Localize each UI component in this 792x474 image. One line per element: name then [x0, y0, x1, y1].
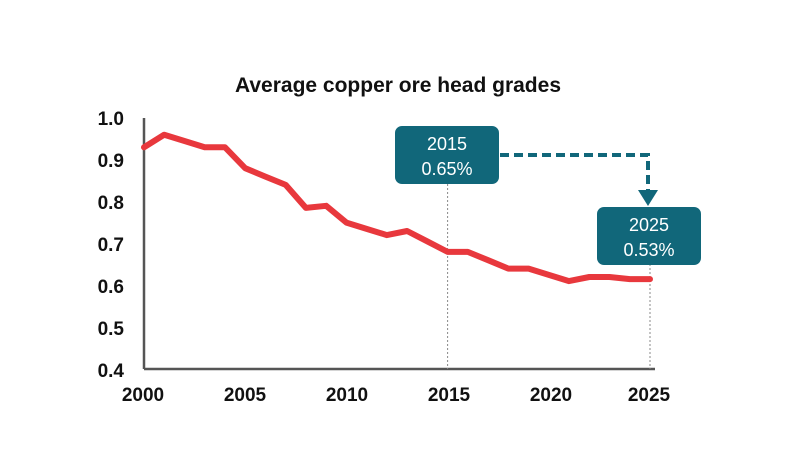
chart-title: Average copper ore head grades — [235, 74, 561, 97]
callout-2025: 2025 0.53% — [597, 207, 701, 265]
callout-box — [597, 207, 701, 265]
callout-value: 0.53% — [623, 240, 674, 260]
y-tick-label: 0.4 — [98, 361, 125, 382]
callout-year: 2025 — [629, 215, 669, 235]
x-tick-label: 2005 — [224, 385, 267, 406]
callout-box — [395, 126, 499, 184]
series-line-copper-grade — [141, 131, 653, 285]
y-tick-label: 0.9 — [98, 151, 124, 172]
arrow-connector — [500, 153, 650, 192]
y-tick-label: 0.8 — [98, 193, 124, 214]
arrow-head-icon — [638, 190, 658, 206]
callout-value: 0.65% — [421, 159, 472, 179]
y-tick-label: 0.7 — [98, 235, 124, 256]
y-tick-label: 0.6 — [98, 277, 124, 298]
x-tick-label: 2020 — [530, 385, 572, 406]
callout-2015: 2015 0.65% — [395, 126, 499, 184]
x-tick-label: 2015 — [428, 385, 471, 406]
x-tick-label: 2010 — [326, 385, 368, 406]
x-tick-label: 2000 — [122, 385, 164, 406]
y-tick-label: 1.0 — [98, 109, 124, 130]
callout-year: 2015 — [427, 134, 467, 154]
y-tick-label: 0.5 — [98, 319, 125, 340]
x-tick-labels: 2000 2005 2010 2015 2020 2025 — [122, 385, 671, 406]
x-tick-label: 2025 — [628, 385, 671, 406]
y-tick-labels: 1.0 0.9 0.8 0.7 0.6 0.5 0.4 — [98, 109, 125, 382]
